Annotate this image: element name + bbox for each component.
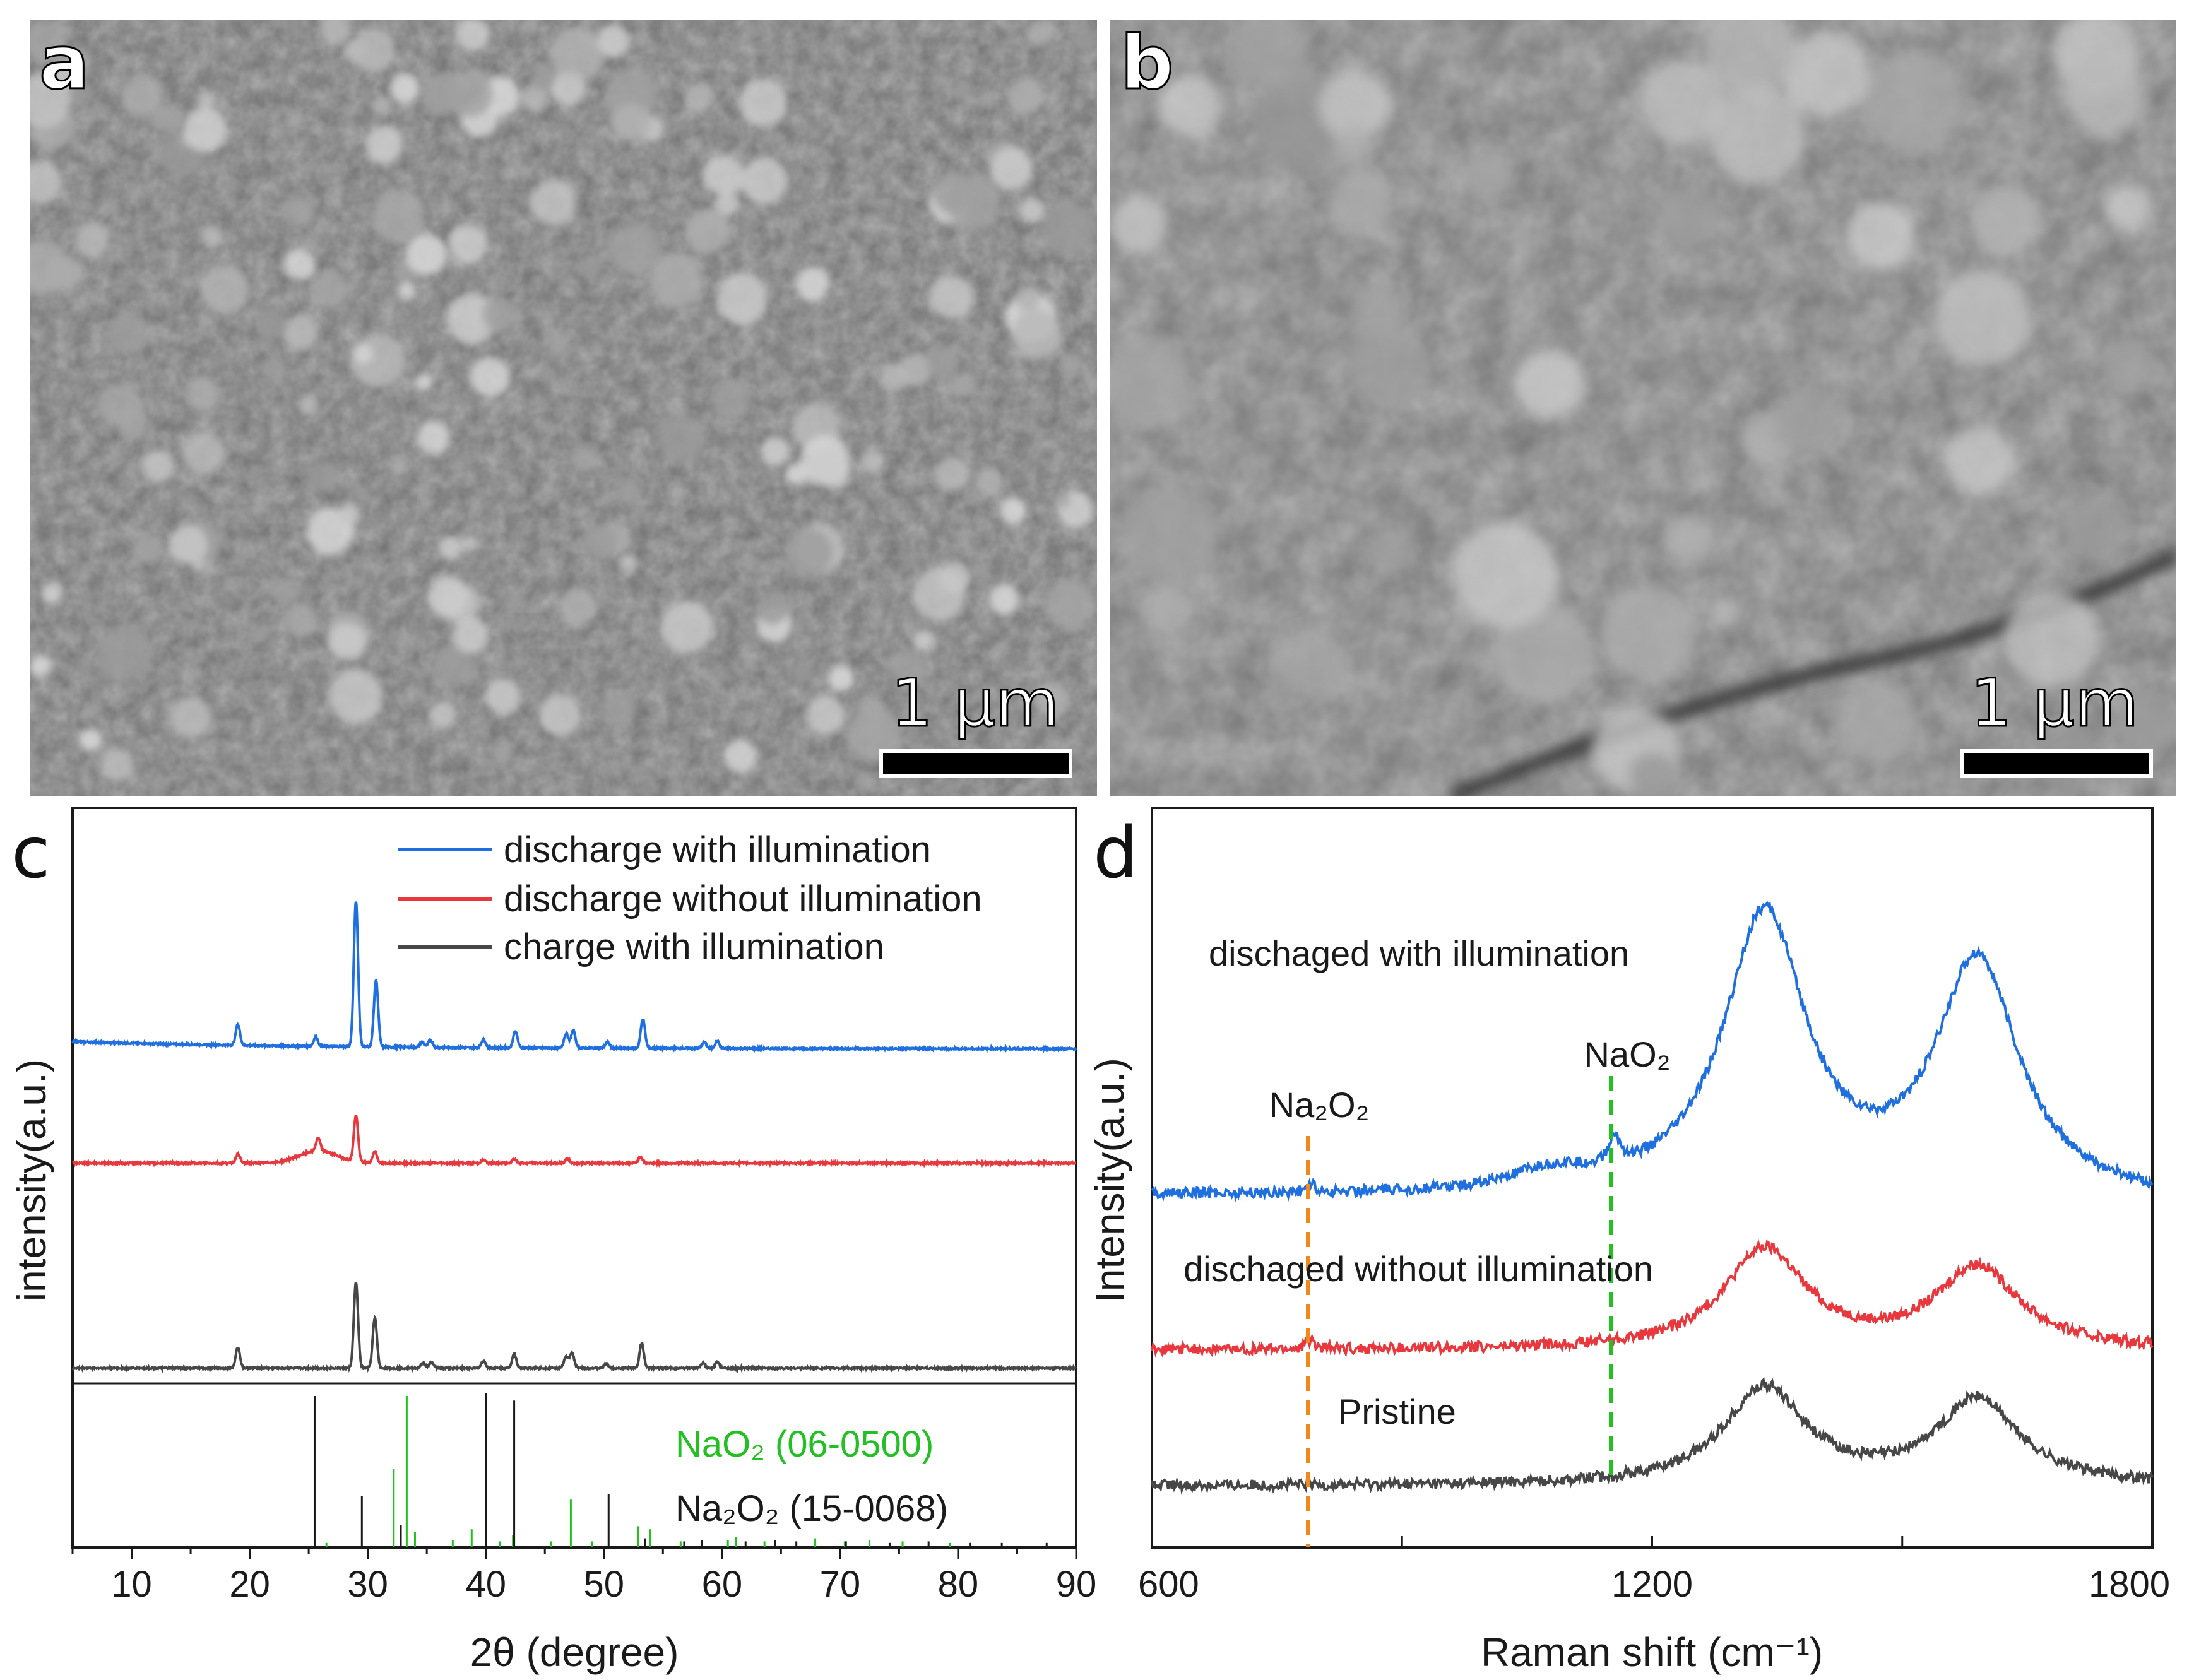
raman-series-2 bbox=[1151, 1239, 2154, 1358]
xrd-y-axis-title: intensity(a.u.) bbox=[9, 1059, 54, 1301]
xrd-series-3 bbox=[71, 1282, 1077, 1373]
xrd-series-1 bbox=[71, 901, 1077, 1053]
xrd-chart: 10 20 30 40 50 60 70 80 90 discharge with illumi… bbox=[9, 807, 1097, 1675]
raman-x-axis-title: Raman shift (cm⁻¹) bbox=[1481, 1630, 1823, 1675]
legend-item-2: discharge without illumination bbox=[504, 878, 982, 920]
legend-item-3: charge with illumination bbox=[504, 926, 884, 967]
scalebar-label-a: 1 µm bbox=[891, 665, 1060, 742]
scalebar-label-b: 1 µm bbox=[1971, 665, 2139, 742]
xrd-plot-frame bbox=[71, 807, 1077, 1549]
raman-x-tick-label: 600 bbox=[1138, 1564, 1199, 1605]
raman-series-1 bbox=[1151, 901, 2154, 1203]
raman-chart: 600 1200 1800 Na₂O₂ NaO₂ dischaged with il… bbox=[1087, 807, 2170, 1675]
panel-letter-b: b bbox=[1120, 19, 1173, 106]
raman-y-axis-title: Intensity(a.u.) bbox=[1087, 1058, 1132, 1303]
panel-letter-a: a bbox=[39, 19, 90, 106]
raman-series-3 bbox=[1151, 1376, 2154, 1495]
xrd-x-tick-label: 70 bbox=[820, 1564, 861, 1605]
raman-plot-frame bbox=[1151, 807, 2154, 1549]
panel-letter-c: c bbox=[11, 812, 50, 894]
xrd-x-tick-label: 60 bbox=[702, 1564, 743, 1605]
xrd-legend: discharge with illumination discharge wi… bbox=[398, 829, 982, 967]
sem-image-b bbox=[1110, 20, 2176, 796]
raman-series-label-2: dischaged without illumination bbox=[1183, 1249, 1653, 1289]
xrd-x-tick-label: 80 bbox=[938, 1564, 979, 1605]
xrd-series-2 bbox=[71, 1115, 1076, 1169]
reference-label-na2o2: Na₂O₂ (15-0068) bbox=[675, 1488, 948, 1529]
xrd-x-tick-label: 40 bbox=[465, 1564, 506, 1605]
raman-x-tick-label: 1200 bbox=[1611, 1564, 1693, 1605]
xrd-x-tick-label: 20 bbox=[229, 1564, 270, 1605]
sem-image-a bbox=[30, 20, 1097, 796]
scalebar-b bbox=[1960, 749, 2153, 778]
xrd-x-axis-title: 2θ (degree) bbox=[470, 1630, 679, 1675]
na2o2-annotation: Na₂O₂ bbox=[1269, 1085, 1370, 1125]
nao2-annotation: NaO₂ bbox=[1584, 1034, 1671, 1074]
raman-x-tick-label: 1800 bbox=[2089, 1564, 2170, 1605]
scalebar-a bbox=[879, 749, 1072, 778]
raman-series-label-3: Pristine bbox=[1338, 1392, 1456, 1431]
reference-label-nao2: NaO₂ (06-0500) bbox=[675, 1424, 934, 1465]
raman-series-label-1: dischaged with illumination bbox=[1209, 933, 1629, 973]
panel-letter-d: d bbox=[1093, 812, 1138, 894]
xrd-x-tick-label: 50 bbox=[584, 1564, 625, 1605]
legend-item-1: discharge with illumination bbox=[504, 829, 931, 870]
xrd-x-tick-label: 10 bbox=[111, 1564, 152, 1605]
xrd-x-tick-label: 30 bbox=[347, 1564, 388, 1605]
xrd-x-tick-label: 90 bbox=[1056, 1564, 1097, 1605]
